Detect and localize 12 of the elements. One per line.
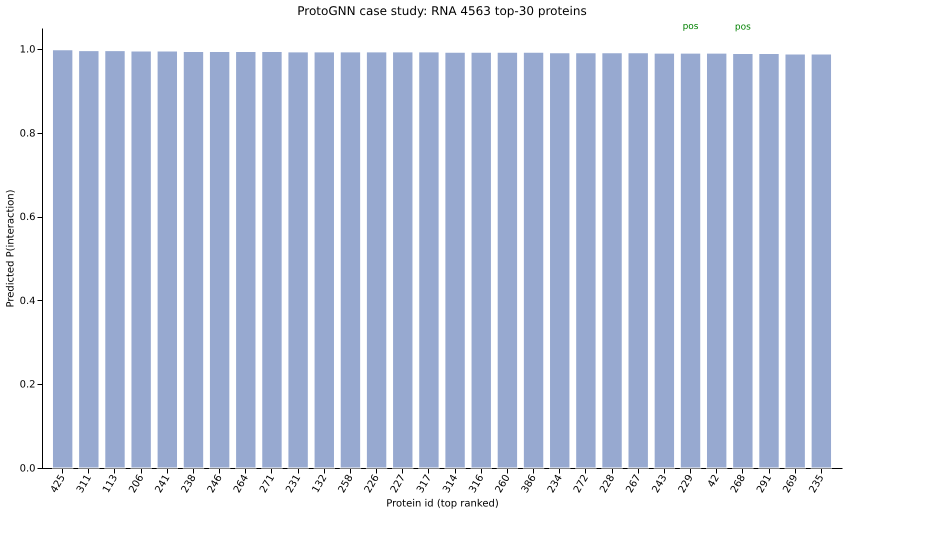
x-axis-title: Protein id (top ranked) [386, 498, 499, 510]
y-tick-label: 1.0 [20, 44, 36, 56]
y-tick-label: 0.2 [20, 380, 36, 391]
annotation: pos [734, 22, 752, 33]
y-tick-label: 0.0 [20, 464, 36, 474]
y-tick-label: 0.6 [20, 212, 36, 224]
x-tick-label: 42 [706, 473, 722, 490]
y-axis-title: Predicted P(interaction) [6, 189, 17, 308]
y-tick-label: 0.8 [20, 128, 36, 140]
annotation: pos [682, 22, 699, 32]
y-tick-label: 0.4 [20, 296, 36, 307]
chart-title: ProtoGNN case study: RNA 4563 top-30 proteins [297, 4, 587, 18]
